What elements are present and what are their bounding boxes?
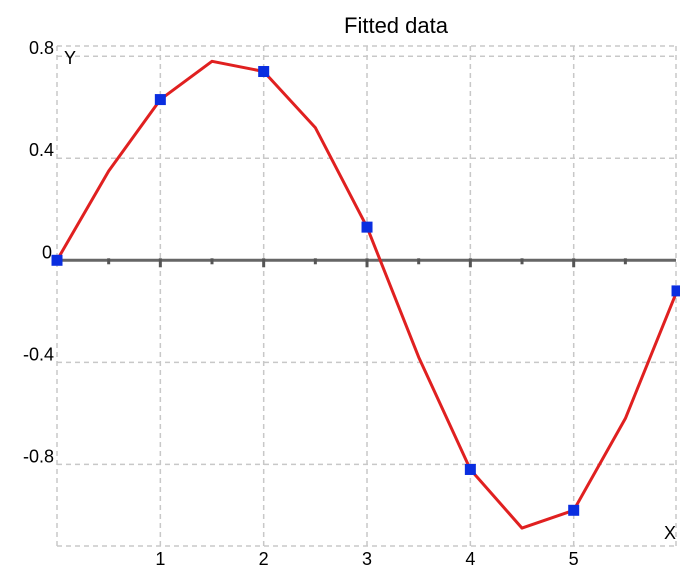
x-tick-label: 2 [259, 549, 269, 569]
y-axis-label: Y [64, 48, 76, 68]
data-point-marker [258, 66, 270, 78]
y-tick-label: 0.8 [29, 38, 54, 58]
x-tick-label: 1 [155, 549, 165, 569]
y-tick-label: 0 [42, 242, 52, 262]
y-tick-label: -0.4 [23, 344, 54, 364]
x-axis-label: X [664, 523, 676, 543]
data-point-marker [361, 221, 373, 233]
x-tick-label: 3 [362, 549, 372, 569]
y-tick-label: 0.4 [29, 140, 54, 160]
axes [57, 258, 676, 268]
chart-title: Fitted data [344, 13, 449, 38]
y-tick-label: -0.8 [23, 446, 54, 466]
x-tick-label: 5 [569, 549, 579, 569]
x-tick-label: 4 [465, 549, 475, 569]
tick-labels: 1 2 3 4 5 0.8 0.4 0 -0.4 -0.8 [23, 38, 579, 569]
data-point-marker [154, 94, 166, 106]
grid-lines [56, 45, 677, 547]
data-point-marker [464, 463, 476, 475]
data-point-marker [568, 504, 580, 516]
series-layer [51, 59, 680, 530]
data-point-marker [51, 254, 63, 266]
data-point-marker [671, 285, 680, 297]
